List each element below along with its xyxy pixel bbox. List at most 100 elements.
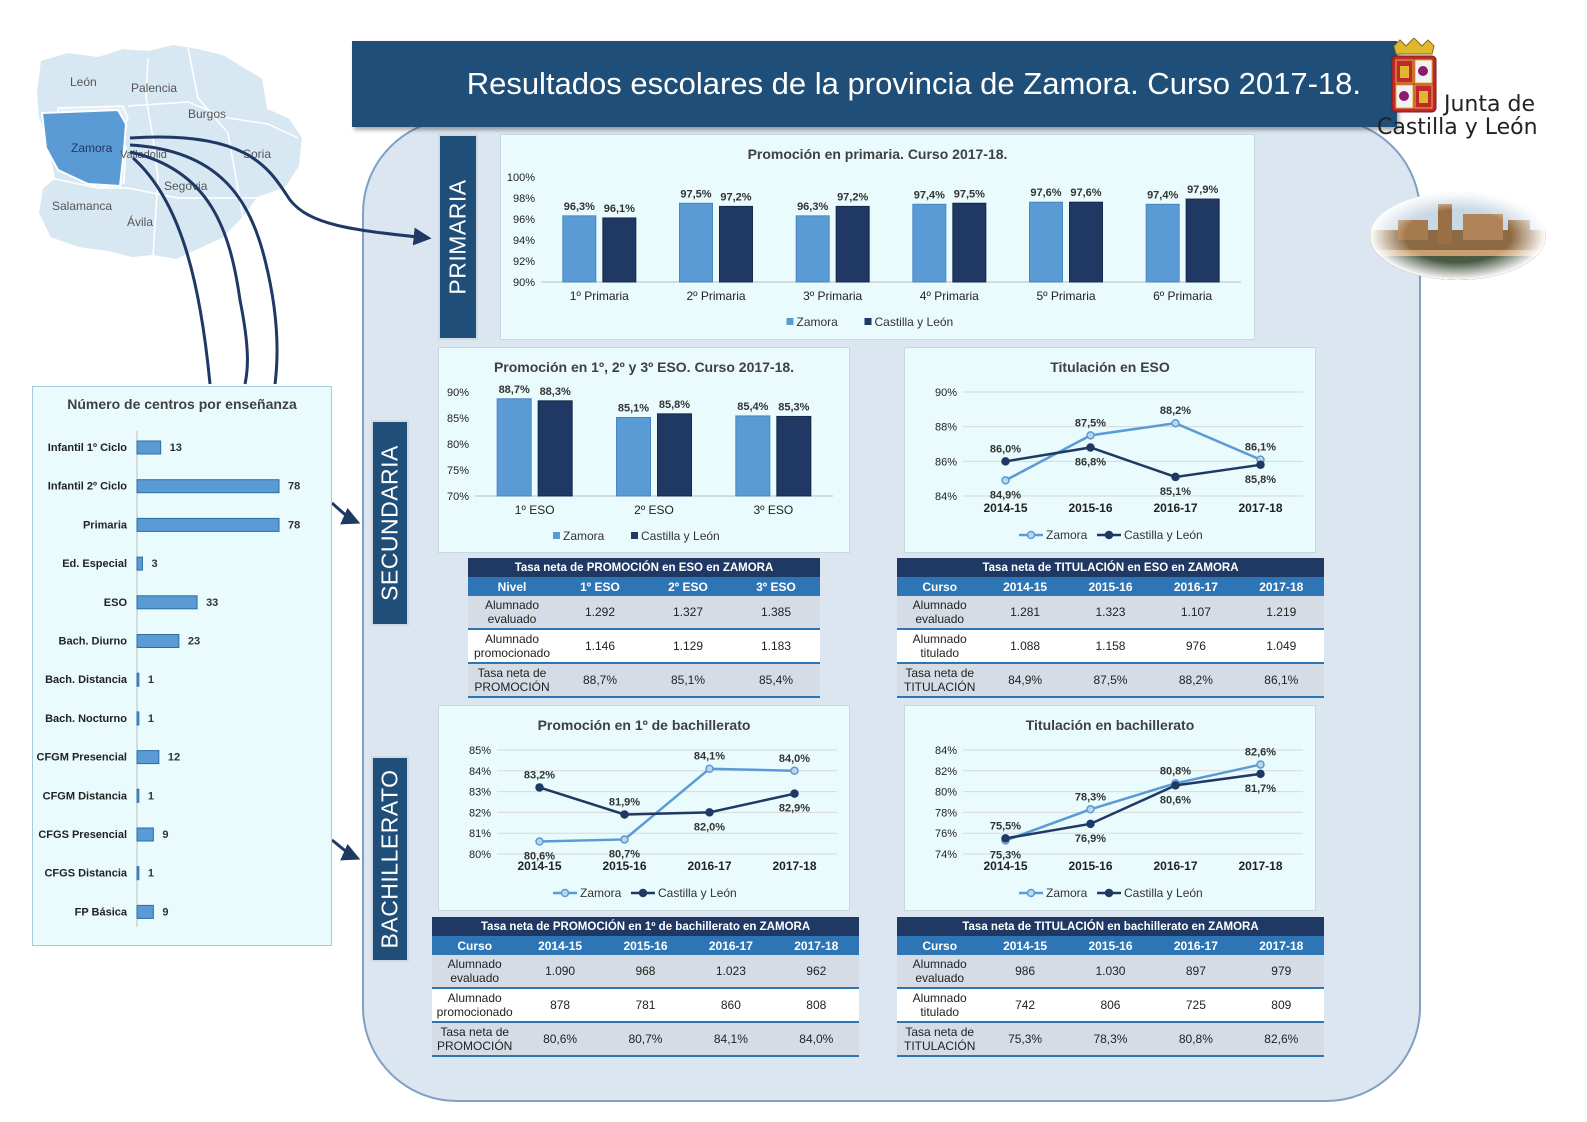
table-cell: 80,6% bbox=[517, 1022, 603, 1057]
y-tick-label: 82% bbox=[935, 766, 957, 778]
bar-centros bbox=[136, 711, 140, 726]
table-cell: 75,3% bbox=[982, 1022, 1068, 1057]
data-label: 86,1% bbox=[1245, 442, 1276, 454]
table-cell: 85,1% bbox=[644, 663, 732, 698]
point-zamora bbox=[1171, 418, 1180, 428]
table-row: Tasa neta de PROMOCIÓN 88,7% 85,1% 85,4% bbox=[468, 663, 820, 698]
legend-label-0: Zamora bbox=[580, 886, 622, 900]
table-header-row: Nivel 1º ESO 2º ESO 3º ESO bbox=[468, 577, 820, 596]
point-cyl bbox=[1086, 819, 1095, 829]
table-header-cell: Nivel bbox=[468, 577, 556, 596]
bar-cyl bbox=[835, 205, 870, 283]
table-header-cell: 2014-15 bbox=[982, 577, 1068, 596]
data-label: 87,5% bbox=[1075, 417, 1106, 429]
table-row: Alumnado evaluado 1.281 1.323 1.107 1.219 bbox=[897, 596, 1324, 630]
section-label-primaria: PRIMARIA bbox=[438, 134, 478, 340]
table-header-cell: 2014-15 bbox=[517, 936, 603, 955]
table-row-label: Tasa neta de TITULACIÓN bbox=[897, 1022, 983, 1057]
data-label: 3 bbox=[151, 558, 157, 570]
data-label: 12 bbox=[168, 752, 180, 764]
table-row-label: Alumnado evaluado bbox=[432, 955, 518, 989]
x-category-label: 2015-16 bbox=[1068, 501, 1112, 515]
chart-svg-primaria: Promoción en primaria. Curso 2017-18. 90%… bbox=[507, 146, 1241, 329]
table-cell: 1.219 bbox=[1238, 596, 1324, 630]
map-label-leon: León bbox=[70, 75, 97, 89]
data-label: 81,7% bbox=[1245, 783, 1276, 795]
table-header-cell: 1º ESO bbox=[556, 577, 644, 596]
category-label: Infantil 2º Ciclo bbox=[48, 481, 127, 493]
category-label: Bach. Diurno bbox=[59, 636, 128, 648]
table-title-row: Tasa neta de TITULACIÓN en ESO en ZAMORA bbox=[897, 558, 1324, 577]
category-label: Bach. Nocturno bbox=[45, 713, 127, 725]
table-cell: 1.030 bbox=[1067, 955, 1154, 989]
data-label: 81,9% bbox=[609, 796, 640, 808]
chart-bach-promocion: Promoción en 1º de bachillerato 80% 81% 82%… bbox=[438, 705, 850, 911]
legend-marker-0 bbox=[1026, 888, 1036, 898]
bar-zamora bbox=[735, 415, 771, 497]
y-tick-label: 90% bbox=[935, 387, 957, 399]
x-category-label: 2017-18 bbox=[772, 859, 816, 873]
x-category-label: 2017-18 bbox=[1238, 501, 1282, 515]
series-line-cyl bbox=[1005, 446, 1261, 479]
table-cell: 88,7% bbox=[556, 663, 644, 698]
y-tick-label: 85% bbox=[469, 745, 491, 757]
data-label: 84,9% bbox=[990, 489, 1021, 501]
table-title: Tasa neta de PROMOCIÓN en 1º de bachille… bbox=[432, 917, 859, 936]
chart-svg-bach_tit: Titulación en bachillerato 74% 76% 78% 80% 82… bbox=[935, 717, 1303, 900]
table-cell: 84,9% bbox=[982, 663, 1068, 698]
point-cyl bbox=[620, 810, 629, 819]
data-label: 97,2% bbox=[720, 191, 751, 203]
data-label: 85,1% bbox=[618, 402, 649, 414]
y-tick-label: 81% bbox=[469, 828, 491, 840]
point-zamora bbox=[1001, 476, 1010, 485]
table-header-cell: 2014-15 bbox=[982, 936, 1068, 955]
point-cyl bbox=[1001, 834, 1010, 843]
table-row: Tasa neta de TITULACIÓN 84,9% 87,5% 88,2% 86,… bbox=[897, 663, 1324, 698]
chart-title: Número de centros por enseñanza bbox=[67, 396, 297, 412]
map-label-salamanca: Salamanca bbox=[52, 199, 112, 213]
table-header-cell: 2015-16 bbox=[1067, 936, 1154, 955]
data-label: 85,8% bbox=[1245, 474, 1276, 486]
table-eso-titulacion: Tasa neta de TITULACIÓN en ESO en ZAMORA… bbox=[897, 558, 1324, 698]
bar-zamora bbox=[496, 398, 532, 497]
table-header-cell: 2016-17 bbox=[1153, 936, 1239, 955]
region-map: León Palencia Burgos Zamora Valladolid S… bbox=[34, 42, 305, 262]
data-label: 97,6% bbox=[1030, 187, 1061, 199]
legend-marker-1 bbox=[1104, 530, 1114, 540]
point-cyl bbox=[1086, 443, 1095, 452]
bar-centros bbox=[136, 904, 154, 919]
point-cyl bbox=[1256, 460, 1265, 470]
y-tick-label: 84% bbox=[469, 766, 491, 778]
table-cell: 78,3% bbox=[1067, 1022, 1154, 1057]
x-category-label: 1º ESO bbox=[515, 503, 555, 517]
legend-marker-1 bbox=[638, 888, 648, 898]
map-label-palencia: Palencia bbox=[131, 81, 177, 95]
y-tick-label: 74% bbox=[935, 849, 957, 861]
table-row-label: Alumnado titulado bbox=[897, 629, 983, 664]
table-cell: 1.327 bbox=[644, 596, 732, 630]
section-label-secundaria: SECUNDARIA bbox=[371, 420, 409, 626]
data-label: 76,9% bbox=[1075, 833, 1106, 845]
y-tick-label: 85% bbox=[447, 413, 469, 425]
data-label: 84,0% bbox=[779, 753, 810, 765]
table-cell: 1.385 bbox=[732, 596, 820, 630]
legend-marker-1 bbox=[1104, 888, 1114, 898]
data-label: 23 bbox=[188, 636, 200, 648]
point-zamora bbox=[535, 837, 544, 846]
table-row-label: Tasa neta de PROMOCIÓN bbox=[432, 1022, 518, 1057]
section-label-bachillerato: BACHILLERATO bbox=[371, 756, 409, 962]
legend-label-0: Zamora bbox=[1046, 528, 1088, 542]
table-title: Tasa neta de PROMOCIÓN en ESO en ZAMORA bbox=[468, 558, 820, 577]
table-row-label: Alumnado evaluado bbox=[468, 596, 556, 630]
legend-swatch-1 bbox=[864, 318, 872, 325]
bar-cyl bbox=[537, 400, 573, 497]
table-cell: 806 bbox=[1067, 988, 1154, 1023]
y-tick-label: 78% bbox=[935, 807, 957, 819]
data-label: 96,1% bbox=[604, 203, 635, 215]
data-label: 80,6% bbox=[524, 851, 555, 863]
table-header-cell: 2015-16 bbox=[1067, 577, 1154, 596]
table-row-label: Tasa neta de PROMOCIÓN bbox=[468, 663, 556, 698]
legend-label-0: Zamora bbox=[1046, 886, 1088, 900]
bar-centros bbox=[136, 517, 280, 532]
chart-title: Titulación en bachillerato bbox=[1026, 717, 1195, 733]
